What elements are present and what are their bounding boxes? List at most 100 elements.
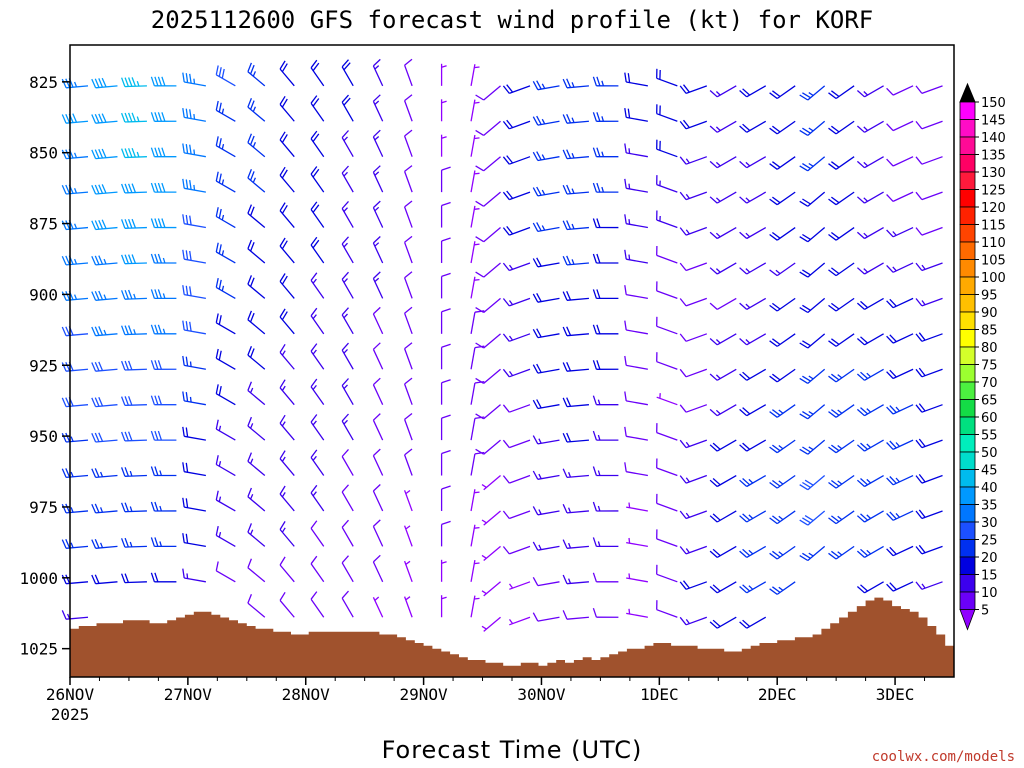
wind-barb [532, 541, 560, 551]
wind-barb [470, 345, 485, 370]
wind-barb [279, 308, 295, 335]
wind-barb [150, 147, 177, 158]
wind-barb [120, 112, 147, 123]
wind-barb [679, 439, 708, 449]
wind-barb [341, 555, 354, 583]
wind-barb [341, 342, 354, 370]
wind-barb [709, 616, 737, 629]
wind-barb [120, 147, 147, 159]
wind-barb [656, 564, 678, 583]
wind-barb [886, 368, 914, 380]
wind-barb [310, 378, 325, 406]
wind-barb [624, 391, 648, 406]
wind-barb [739, 85, 767, 98]
wind-barb [310, 236, 325, 264]
wind-barb [769, 120, 796, 135]
wind-barb [592, 112, 619, 122]
wind-barb [440, 379, 451, 405]
wind-barb [709, 333, 737, 346]
wind-barb [182, 214, 206, 229]
wind-barb [215, 561, 236, 583]
colorbar-swatch [959, 311, 976, 330]
wind-barb [372, 271, 384, 299]
wind-barb [310, 555, 325, 583]
wind-barb [247, 594, 266, 618]
wind-barb [150, 289, 177, 300]
wind-barb [481, 510, 501, 526]
wind-barb [403, 271, 413, 299]
wind-barb [532, 506, 560, 516]
wind-barb [709, 156, 737, 169]
wind-barb [310, 307, 325, 335]
wind-barb [709, 85, 737, 98]
y-tick-label: 975 [29, 498, 58, 517]
wind-barb [739, 156, 767, 169]
wind-barb [182, 72, 206, 87]
colorbar-label: 50 [981, 446, 998, 461]
wind-barb [656, 281, 678, 300]
wind-barb [679, 191, 708, 201]
y-tick-label: 850 [29, 144, 58, 163]
wind-barb [372, 58, 384, 87]
terrain-area [70, 597, 954, 677]
wind-barb [915, 226, 943, 236]
wind-barb [341, 59, 354, 87]
wind-barb [709, 510, 737, 523]
wind-barb [475, 333, 501, 349]
wind-barb [215, 525, 236, 547]
wind-barb [502, 297, 531, 307]
wind-barb [739, 510, 767, 523]
wind-barb [656, 529, 678, 547]
wind-barb [856, 156, 884, 169]
wind-barb [532, 328, 560, 339]
wind-barb [247, 310, 266, 335]
wind-barb [502, 155, 531, 165]
wind-barb [532, 257, 560, 268]
wind-barb [799, 120, 826, 136]
wind-barb [592, 430, 619, 441]
wind-barb [739, 120, 767, 133]
wind-barb [61, 539, 89, 549]
wind-barb [828, 227, 855, 241]
wind-barb [403, 377, 413, 405]
wind-barb [61, 574, 89, 585]
wind-barb [592, 395, 619, 406]
wind-barb [799, 475, 826, 491]
wind-barb [372, 413, 384, 441]
wind-barb [341, 413, 354, 441]
wind-barb [856, 368, 884, 381]
wind-barb [279, 95, 295, 122]
wind-barb [475, 404, 501, 420]
colorbar-label: 90 [981, 306, 998, 321]
y-tick-label: 950 [29, 427, 58, 446]
wind-barb [279, 450, 295, 476]
wind-barb [886, 474, 914, 486]
wind-barb [279, 591, 295, 618]
wind-barb [470, 489, 480, 512]
wind-barb [562, 503, 589, 514]
wind-barb [739, 226, 767, 240]
wind-barb [739, 297, 767, 310]
wind-barb [91, 113, 118, 124]
wind-barb [279, 60, 295, 87]
x-tick-label: 26NOV [46, 685, 95, 704]
wind-barb [624, 320, 648, 335]
wind-barb [403, 306, 413, 335]
colorbar-swatch [959, 119, 976, 138]
wind-barb [828, 85, 855, 100]
credit-label: coolwx.com/models [872, 749, 1015, 765]
wind-barb [481, 581, 501, 597]
wind-barb [532, 222, 560, 233]
wind-barb [679, 368, 708, 378]
wind-barb [215, 455, 236, 477]
wind-barb [247, 168, 266, 193]
wind-barb [592, 466, 619, 477]
wind-barb [372, 554, 384, 583]
wind-barb [182, 533, 206, 548]
colorbar-swatch [959, 346, 976, 365]
wind-barb [120, 325, 147, 336]
wind-barb [279, 414, 295, 441]
wind-barb [182, 568, 206, 583]
wind-barb [310, 591, 325, 618]
wind-barb [61, 503, 89, 514]
